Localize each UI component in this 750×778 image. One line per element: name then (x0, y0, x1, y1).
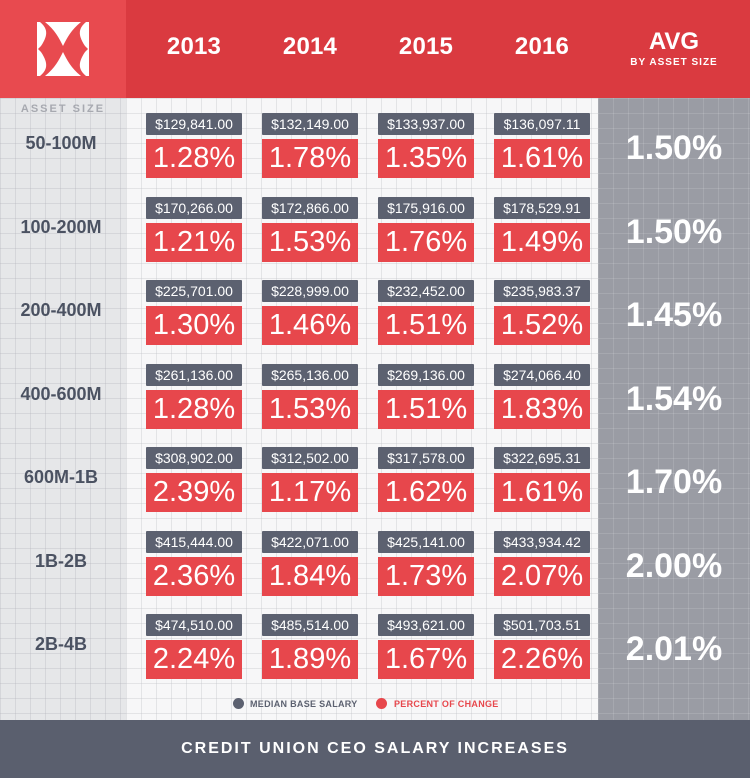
salary-cell: $433,934.42 (494, 531, 590, 553)
footer-bar (0, 720, 750, 778)
salary-cell: $235,983.37 (494, 280, 590, 302)
salary-cell: $228,999.00 (262, 280, 358, 302)
percent-cell: 1.73% (378, 557, 474, 596)
legend-percent-dot (376, 698, 387, 709)
asset-size-label-1b-2b: 1B-2B (34, 551, 87, 571)
percent-cell: 1.61% (494, 139, 590, 178)
logo-box (0, 0, 126, 98)
footer-title: CREDIT UNION CEO SALARY INCREASES (181, 740, 569, 757)
percent-cell: 1.35% (378, 139, 474, 178)
salary-cell: $265,136.00 (262, 364, 358, 386)
percent-cell: 1.53% (262, 223, 358, 262)
asset-size-label-2b-4b: 2B-4B (34, 634, 87, 654)
salary-cell: $493,621.00 (378, 614, 474, 636)
asset-size-column (0, 98, 126, 720)
salary-cell: $474,510.00 (146, 614, 242, 636)
percent-cell: 1.52% (494, 306, 590, 345)
year-header-2014: 2014 (282, 33, 338, 60)
percent-cell: 2.24% (146, 640, 242, 679)
salary-cell: $415,444.00 (146, 531, 242, 553)
legend-salary-dot (233, 698, 244, 709)
percent-cell: 1.28% (146, 390, 242, 429)
asset-size-label-200-400m: 200-400M (20, 300, 102, 320)
year-header-2015: 2015 (398, 33, 454, 60)
percent-cell: 1.28% (146, 139, 242, 178)
avg-value: 1.54% (625, 380, 723, 418)
asset-size-label-600m-1b: 600M-1B (23, 467, 99, 487)
salary-cell: $425,141.00 (378, 531, 474, 553)
salary-cell: $317,578.00 (378, 447, 474, 469)
percent-cell: 1.62% (378, 473, 474, 512)
asset-size-label-400-600m: 400-600M (20, 384, 102, 404)
percent-cell: 1.78% (262, 139, 358, 178)
salary-cell: $232,452.00 (378, 280, 474, 302)
year-header-2016: 2016 (514, 33, 570, 60)
avg-value: 1.50% (625, 129, 723, 167)
salary-cell: $485,514.00 (262, 614, 358, 636)
percent-cell: 2.39% (146, 473, 242, 512)
salary-cell: $269,136.00 (378, 364, 474, 386)
salary-cell: $170,266.00 (146, 197, 242, 219)
avg-column (598, 98, 750, 720)
salary-cell: $172,866.00 (262, 197, 358, 219)
salary-cell: $133,937.00 (378, 113, 474, 135)
header-bar (126, 0, 750, 98)
avg-value: 1.50% (625, 213, 723, 251)
percent-cell: 1.89% (262, 640, 358, 679)
percent-cell: 2.07% (494, 557, 590, 596)
asset-size-label-50-100m: 50-100M (25, 133, 97, 153)
percent-cell: 1.51% (378, 390, 474, 429)
salary-cell: $312,502.00 (262, 447, 358, 469)
salary-cell: $322,695.31 (494, 447, 590, 469)
asset-size-heading: ASSET SIZE (20, 103, 106, 115)
percent-cell: 1.17% (262, 473, 358, 512)
salary-cell: $178,529.91 (494, 197, 590, 219)
percent-cell: 1.46% (262, 306, 358, 345)
percent-cell: 1.84% (262, 557, 358, 596)
salary-cell: $175,916.00 (378, 197, 474, 219)
avg-value: 2.01% (625, 630, 723, 668)
legend-percent-label: PERCENT OF CHANGE (394, 699, 499, 709)
salary-cell: $274,066.40 (494, 364, 590, 386)
salary-cell: $129,841.00 (146, 113, 242, 135)
credit-union-x-logo-icon (37, 22, 89, 76)
avg-value: 2.00% (625, 547, 723, 585)
salary-cell: $422,071.00 (262, 531, 358, 553)
salary-cell: $225,701.00 (146, 280, 242, 302)
year-header-2013: 2013 (166, 33, 222, 60)
percent-cell: 2.26% (494, 640, 590, 679)
salary-cell: $308,902.00 (146, 447, 242, 469)
salary-cell: $132,149.00 (262, 113, 358, 135)
avg-value: 1.45% (625, 296, 723, 334)
percent-cell: 1.51% (378, 306, 474, 345)
percent-cell: 1.61% (494, 473, 590, 512)
percent-cell: 1.76% (378, 223, 474, 262)
percent-cell: 1.21% (146, 223, 242, 262)
percent-cell: 1.53% (262, 390, 358, 429)
salary-cell: $261,136.00 (146, 364, 242, 386)
percent-cell: 1.30% (146, 306, 242, 345)
salary-cell: $136,097.11 (494, 113, 590, 135)
percent-cell: 1.67% (378, 640, 474, 679)
percent-cell: 1.49% (494, 223, 590, 262)
asset-size-label-100-200m: 100-200M (20, 217, 102, 237)
avg-header-subtitle: BY ASSET SIZE (630, 57, 718, 68)
salary-cell: $501,703.51 (494, 614, 590, 636)
legend-salary-label: MEDIAN BASE SALARY (250, 699, 358, 709)
avg-header-title: AVG (648, 28, 700, 55)
avg-value: 1.70% (625, 463, 723, 501)
percent-cell: 2.36% (146, 557, 242, 596)
percent-cell: 1.83% (494, 390, 590, 429)
